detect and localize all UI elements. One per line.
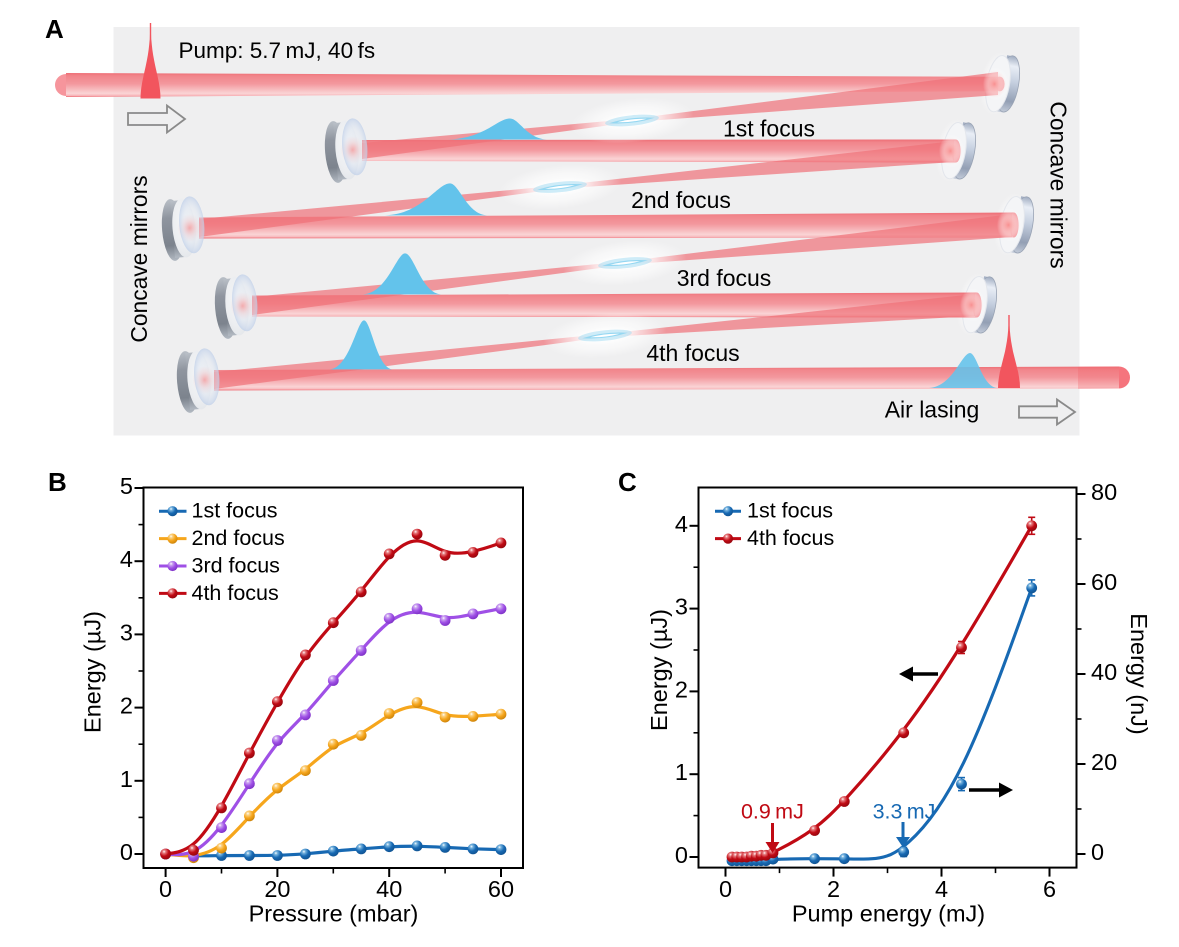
svg-text:4: 4 bbox=[935, 876, 948, 902]
svg-text:3rd focus: 3rd focus bbox=[677, 265, 772, 291]
svg-text:3: 3 bbox=[675, 594, 688, 620]
svg-text:4th focus: 4th focus bbox=[192, 581, 279, 605]
svg-text:2nd focus: 2nd focus bbox=[631, 187, 731, 213]
svg-text:1: 1 bbox=[120, 766, 133, 792]
svg-text:Energy (µJ): Energy (µJ) bbox=[80, 611, 106, 733]
svg-text:Pump energy (mJ): Pump energy (mJ) bbox=[792, 901, 985, 927]
svg-text:Concave mirrors: Concave mirrors bbox=[1046, 101, 1072, 268]
svg-text:Pump: 5.7 mJ, 40 fs: Pump: 5.7 mJ, 40 fs bbox=[179, 38, 376, 63]
svg-text:3.3 mJ: 3.3 mJ bbox=[873, 799, 936, 823]
svg-text:B: B bbox=[48, 467, 67, 497]
svg-text:2: 2 bbox=[827, 876, 840, 902]
svg-text:1st focus: 1st focus bbox=[723, 116, 815, 142]
svg-text:Pressure (mbar): Pressure (mbar) bbox=[249, 901, 419, 927]
svg-text:Energy (nJ): Energy (nJ) bbox=[1126, 613, 1152, 734]
svg-text:5: 5 bbox=[120, 473, 133, 499]
svg-text:0: 0 bbox=[120, 839, 133, 865]
svg-text:1: 1 bbox=[675, 759, 688, 785]
svg-text:20: 20 bbox=[1091, 749, 1117, 775]
svg-text:60: 60 bbox=[1091, 569, 1117, 595]
svg-text:40: 40 bbox=[376, 876, 402, 902]
svg-text:2: 2 bbox=[675, 676, 688, 702]
svg-text:60: 60 bbox=[488, 876, 514, 902]
svg-text:3: 3 bbox=[120, 619, 133, 645]
svg-text:0: 0 bbox=[675, 842, 688, 868]
svg-text:4: 4 bbox=[675, 511, 688, 537]
svg-text:4th focus: 4th focus bbox=[747, 526, 834, 550]
svg-text:6: 6 bbox=[1043, 876, 1056, 902]
svg-text:4th focus: 4th focus bbox=[646, 340, 739, 366]
svg-text:80: 80 bbox=[1091, 479, 1117, 505]
svg-text:0: 0 bbox=[719, 876, 732, 902]
svg-text:0: 0 bbox=[159, 876, 172, 902]
svg-text:1st focus: 1st focus bbox=[747, 499, 833, 523]
svg-text:Energy (µJ): Energy (µJ) bbox=[646, 609, 672, 731]
svg-text:4: 4 bbox=[120, 546, 133, 572]
svg-text:A: A bbox=[45, 14, 64, 44]
svg-text:C: C bbox=[618, 467, 637, 497]
svg-text:20: 20 bbox=[264, 876, 290, 902]
svg-text:1st focus: 1st focus bbox=[192, 499, 278, 523]
svg-text:3rd focus: 3rd focus bbox=[192, 554, 280, 578]
svg-text:40: 40 bbox=[1091, 659, 1117, 685]
svg-text:0: 0 bbox=[1091, 839, 1104, 865]
svg-text:Concave mirrors: Concave mirrors bbox=[126, 175, 152, 342]
svg-text:2nd focus: 2nd focus bbox=[192, 526, 285, 550]
svg-text:Air lasing: Air lasing bbox=[885, 397, 980, 423]
svg-text:2: 2 bbox=[120, 693, 133, 719]
svg-text:0.9 mJ: 0.9 mJ bbox=[741, 799, 804, 823]
